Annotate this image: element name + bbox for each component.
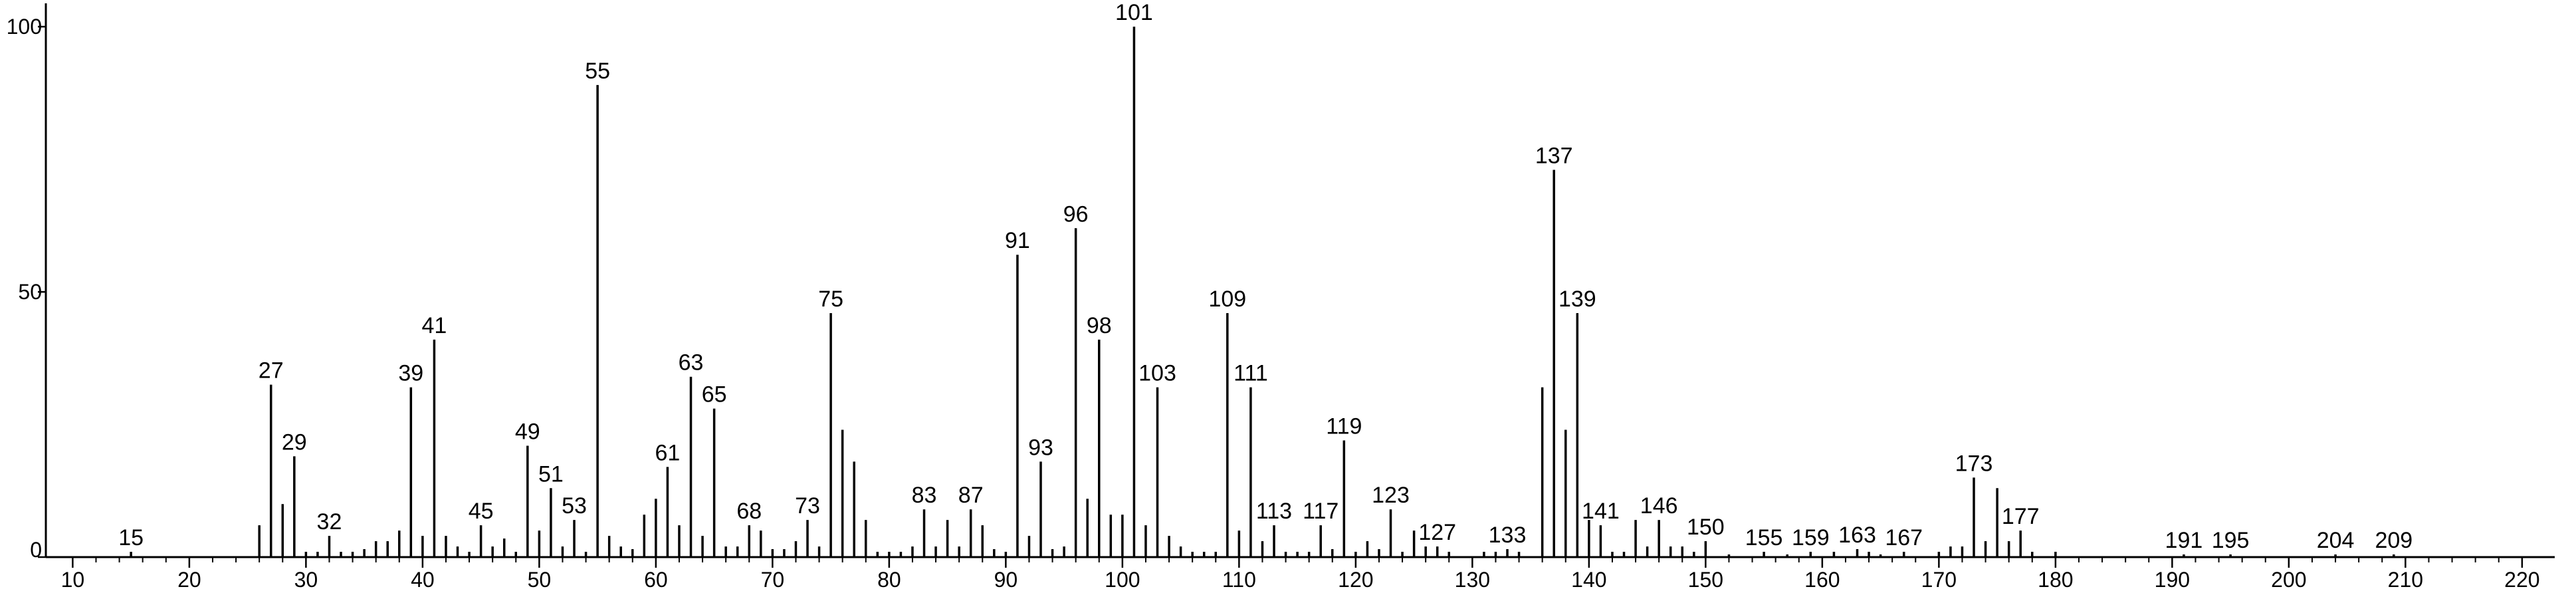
peak-label: 61 <box>655 440 680 465</box>
peak-label: 53 <box>562 493 587 519</box>
peak-label: 91 <box>1005 228 1030 253</box>
x-tick-label: 160 <box>1804 568 1840 592</box>
y-tick-label: 0 <box>30 538 42 562</box>
peak-label: 98 <box>1087 313 1112 338</box>
peak-label: 32 <box>317 509 342 534</box>
x-tick-label: 50 <box>528 568 552 592</box>
peak-label: 167 <box>1885 525 1923 550</box>
x-tick-label: 130 <box>1455 568 1490 592</box>
peak-label: 73 <box>795 493 820 519</box>
x-tick-label: 60 <box>644 568 668 592</box>
peak-label: 109 <box>1208 287 1246 312</box>
x-tick-label: 10 <box>61 568 85 592</box>
peak-label: 113 <box>1256 499 1292 524</box>
x-tick-label: 40 <box>411 568 435 592</box>
peak-label: 96 <box>1063 201 1089 227</box>
y-tick-label: 100 <box>7 15 42 39</box>
peak-label: 204 <box>2317 528 2355 553</box>
peak-label: 209 <box>2375 528 2413 553</box>
peak-label: 127 <box>1418 520 1456 545</box>
peak-label: 191 <box>2165 528 2203 553</box>
peak-label: 51 <box>538 461 564 487</box>
x-tick-label: 190 <box>2155 568 2190 592</box>
x-tick-label: 200 <box>2271 568 2306 592</box>
x-tick-label: 150 <box>1688 568 1723 592</box>
x-tick-label: 210 <box>2388 568 2423 592</box>
peak-label: 63 <box>679 350 704 376</box>
x-tick-label: 220 <box>2504 568 2539 592</box>
peak-label: 83 <box>912 483 937 508</box>
peak-label: 15 <box>118 525 144 550</box>
peak-label: 155 <box>1745 525 1783 550</box>
peak-label: 41 <box>422 313 447 338</box>
peak-label: 93 <box>1028 435 1053 460</box>
peak-label: 141 <box>1582 499 1620 524</box>
peak-label: 55 <box>585 59 610 84</box>
peak-label: 177 <box>2002 504 2040 529</box>
peak-label: 27 <box>259 358 284 384</box>
peak-label: 133 <box>1489 523 1527 548</box>
x-tick-label: 30 <box>294 568 318 592</box>
peak-label: 163 <box>1838 523 1876 548</box>
peak-label: 123 <box>1372 483 1410 508</box>
peak-label: 117 <box>1303 499 1339 524</box>
x-tick-label: 90 <box>994 568 1018 592</box>
x-tick-label: 70 <box>761 568 785 592</box>
peak-label: 173 <box>1955 451 1993 476</box>
x-tick-label: 110 <box>1222 568 1256 592</box>
peak-label: 75 <box>818 287 843 312</box>
peak-label: 29 <box>282 429 307 455</box>
peak-label: 111 <box>1234 361 1268 386</box>
x-tick-label: 120 <box>1338 568 1373 592</box>
x-tick-label: 180 <box>2038 568 2073 592</box>
peak-label: 103 <box>1138 361 1176 386</box>
peak-label: 49 <box>515 419 540 444</box>
x-tick-label: 80 <box>877 568 901 592</box>
peak-label: 195 <box>2212 528 2250 553</box>
peak-label: 150 <box>1687 515 1725 540</box>
peak-label: 45 <box>469 499 494 524</box>
y-tick-label: 50 <box>18 280 42 304</box>
peak-label: 119 <box>1326 414 1362 439</box>
peak-label: 137 <box>1535 144 1573 169</box>
peak-label: 139 <box>1558 287 1596 312</box>
peak-label: 159 <box>1792 525 1830 550</box>
x-tick-label: 20 <box>177 568 201 592</box>
x-tick-label: 140 <box>1571 568 1606 592</box>
peak-label: 87 <box>958 483 984 508</box>
peak-label: 68 <box>736 499 762 524</box>
x-tick-label: 100 <box>1105 568 1140 592</box>
x-tick-label: 170 <box>1921 568 1957 592</box>
peak-label: 146 <box>1640 493 1678 519</box>
peak-label: 65 <box>702 382 727 408</box>
peak-label: 101 <box>1115 0 1153 25</box>
peak-label: 39 <box>398 361 423 386</box>
